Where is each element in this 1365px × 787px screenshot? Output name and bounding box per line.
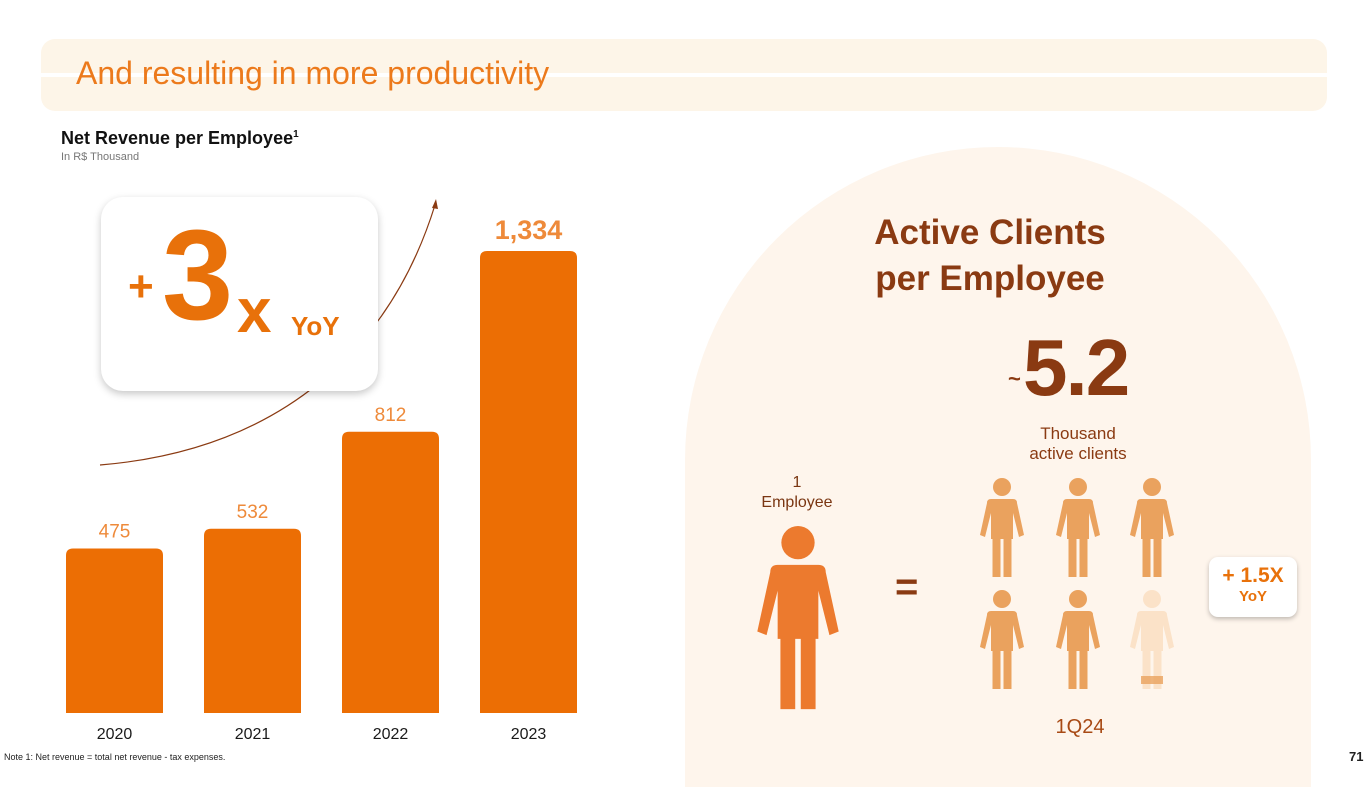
client-figure-5 [1056,590,1100,689]
header-band [41,39,1327,111]
data-label-2020: 475 [99,521,131,542]
bar-2022 [342,431,439,713]
growth-multiplier: 3 [162,204,233,347]
growth-callout [101,197,378,391]
x-tick-2021: 2021 [235,726,271,743]
active-clients-unit-line2: active clients [1029,444,1127,463]
growth-yoy: YoY [291,311,340,341]
client-figure-1 [980,478,1024,577]
bar-2021 [204,528,301,713]
client-figure-2 [1056,478,1100,577]
data-label-2021: 532 [237,502,269,523]
bar-2020 [66,548,163,713]
approx-sign: ~ [1008,366,1021,391]
chart-title-footnote-mark: 1 [293,129,299,140]
active-clients-title-line2: per Employee [875,259,1105,298]
employee-label-text: Employee [761,494,833,511]
footnote: Note 1: Net revenue = total net revenue … [4,752,226,762]
growth-curve-arrowhead [432,199,438,209]
badge-unit: YoY [1238,588,1268,605]
x-tick-2020: 2020 [97,726,133,743]
period-label: 1Q24 [1055,716,1105,738]
client-figure-4 [980,590,1024,689]
page-title: And resulting in more productivity [76,55,550,91]
employee-count: 1 [792,474,802,491]
bar-2023 [480,251,577,713]
badge-value: + 1.5X [1222,564,1284,587]
people-illustration [757,478,1174,710]
client-figure-3 [1130,478,1174,577]
active-clients-title-line1: Active Clients [874,213,1106,252]
growth-badge: + 1.5X YoY [1209,557,1297,617]
bar-chart: 475 2020 532 2021 812 2022 1,334 2023 [66,199,577,743]
employee-figure [757,526,839,710]
chart-title-text: Net Revenue per Employee [61,128,294,148]
growth-plus: + [128,262,154,311]
active-clients-title: Active Clients per Employee [830,210,1150,302]
growth-x: x [237,277,272,346]
active-clients-unit-line1: Thousand [1040,424,1116,443]
page-number: 71 [1349,749,1364,764]
data-label-2023: 1,334 [495,215,563,245]
x-tick-2022: 2022 [373,726,409,743]
equals-sign: = [895,565,919,609]
chart-title: Net Revenue per Employee1 [61,128,299,149]
employee-label: 1 Employee [752,473,842,513]
data-label-2022: 812 [375,405,407,426]
active-clients-value: 5.2 [1023,323,1130,412]
client-figure-partial [1130,590,1174,689]
chart-subtitle: In R$ Thousand [61,151,140,163]
x-tick-2023: 2023 [511,726,547,743]
active-clients-unit: Thousand active clients [1013,424,1143,464]
